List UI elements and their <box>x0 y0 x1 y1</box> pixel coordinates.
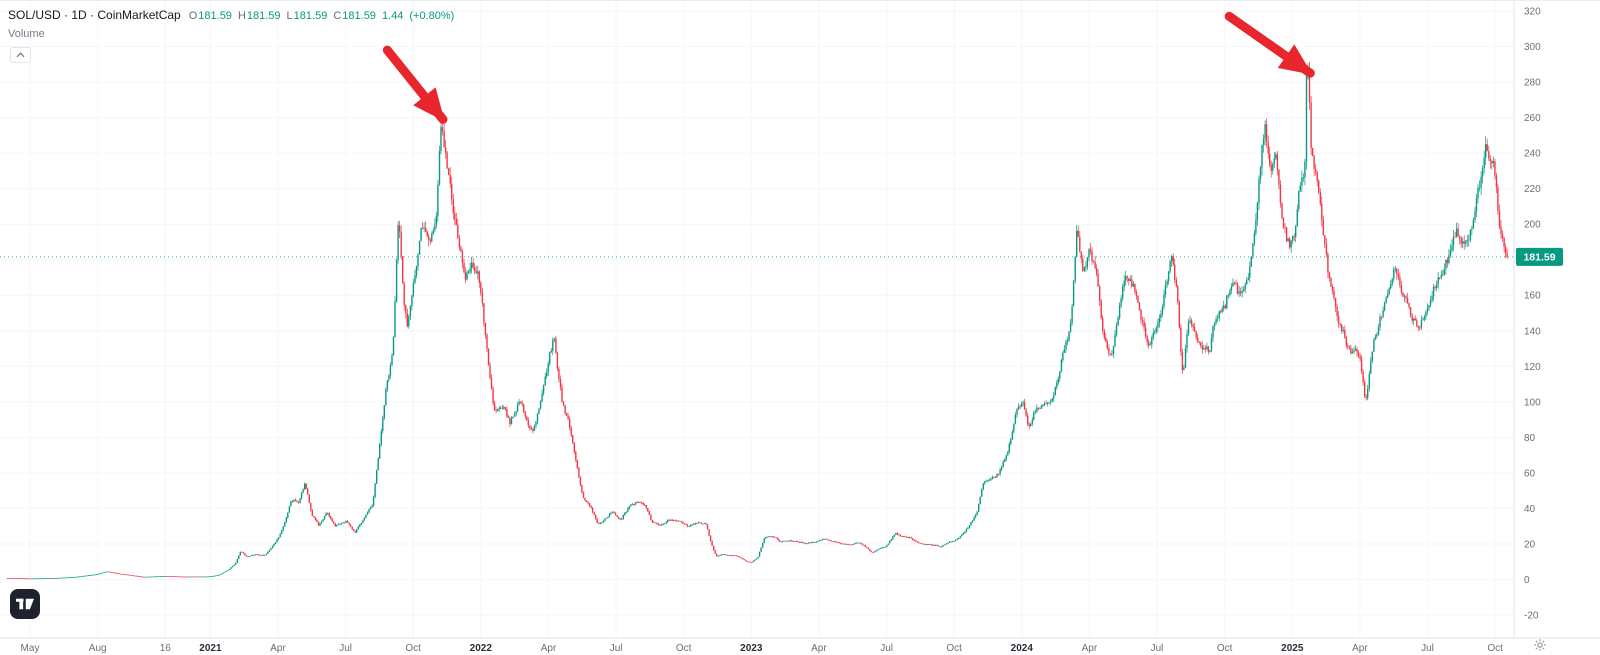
symbol-title[interactable]: SOL/USD · 1D · CoinMarketCap <box>8 8 181 22</box>
svg-text:Apr: Apr <box>1352 643 1368 654</box>
svg-text:Jul: Jul <box>1421 643 1434 654</box>
grid <box>0 1 1514 638</box>
svg-text:120: 120 <box>1524 362 1541 373</box>
gear-icon <box>1534 639 1546 651</box>
svg-text:Oct: Oct <box>1487 643 1503 654</box>
chevron-up-icon <box>16 52 25 58</box>
tradingview-logo-glyph <box>16 598 34 610</box>
axis-settings-gear-button[interactable] <box>1532 637 1548 653</box>
change-value: 1.44 <box>381 10 404 22</box>
candle-series <box>6 61 1508 580</box>
svg-text:2023: 2023 <box>740 643 763 654</box>
close-label: C <box>333 10 342 22</box>
svg-text:Jul: Jul <box>1151 643 1164 654</box>
svg-text:240: 240 <box>1524 149 1541 160</box>
change-percent: (+0.80%) <box>409 10 455 22</box>
svg-text:280: 280 <box>1524 78 1541 89</box>
last-price-badge: 181.59 <box>1516 247 1563 266</box>
svg-text:2022: 2022 <box>470 643 493 654</box>
svg-text:300: 300 <box>1524 42 1541 53</box>
svg-text:16: 16 <box>160 643 172 654</box>
svg-text:Oct: Oct <box>946 643 962 654</box>
open-value: 181.59 <box>198 10 232 22</box>
high-value: 181.59 <box>246 10 281 22</box>
restore-pane-button[interactable] <box>10 47 31 63</box>
svg-text:Apr: Apr <box>270 643 286 654</box>
svg-text:100: 100 <box>1524 397 1541 408</box>
low-label: L <box>286 10 293 22</box>
svg-text:2024: 2024 <box>1011 643 1034 654</box>
svg-text:May: May <box>21 643 40 654</box>
svg-text:260: 260 <box>1524 113 1541 124</box>
tradingview-logo[interactable] <box>10 589 40 619</box>
ohlc-readout: O 181.59 H 181.59 L 181.59 C 181.59 1.44 (+0… <box>189 10 455 22</box>
low-value: 181.59 <box>293 10 328 22</box>
high-label: H <box>237 10 246 22</box>
time-axis[interactable]: May Aug 16 2021 Apr Jul Oct 2022 Apr Jul Oct 2023 Ap… <box>21 643 1504 654</box>
svg-text:220: 220 <box>1524 184 1541 195</box>
svg-text:320: 320 <box>1524 7 1541 18</box>
svg-text:200: 200 <box>1524 220 1541 231</box>
svg-text:80: 80 <box>1524 433 1536 444</box>
open-label: O <box>188 10 198 22</box>
svg-text:60: 60 <box>1524 468 1536 479</box>
svg-text:160: 160 <box>1524 291 1541 302</box>
svg-text:Jul: Jul <box>339 643 352 654</box>
svg-text:Jul: Jul <box>880 643 893 654</box>
svg-text:Aug: Aug <box>89 643 107 654</box>
svg-text:-20: -20 <box>1524 611 1539 622</box>
svg-text:40: 40 <box>1524 504 1536 515</box>
svg-text:Jul: Jul <box>610 643 623 654</box>
svg-text:Oct: Oct <box>405 643 421 654</box>
symbol-legend[interactable]: SOL/USD · 1D · CoinMarketCap O 181.59 H 18… <box>8 8 454 22</box>
volume-indicator-label[interactable]: Volume <box>8 28 45 40</box>
svg-text:0: 0 <box>1524 575 1530 586</box>
svg-text:140: 140 <box>1524 326 1541 337</box>
annotation-arrows <box>382 11 1315 124</box>
svg-text:2021: 2021 <box>199 643 222 654</box>
close-value: 181.59 <box>342 10 376 22</box>
price-axis[interactable]: 3203002802602402202001601401201008060402… <box>1524 7 1541 622</box>
svg-text:2025: 2025 <box>1281 643 1304 654</box>
svg-text:Oct: Oct <box>676 643 692 654</box>
svg-text:Apr: Apr <box>1082 643 1098 654</box>
svg-text:181.59: 181.59 <box>1523 251 1555 263</box>
svg-text:Oct: Oct <box>1217 643 1233 654</box>
svg-text:Apr: Apr <box>811 643 827 654</box>
svg-text:20: 20 <box>1524 540 1536 551</box>
peak-2021-arrow <box>382 45 448 124</box>
svg-text:Apr: Apr <box>541 643 557 654</box>
peak-2025-arrow <box>1224 11 1315 78</box>
